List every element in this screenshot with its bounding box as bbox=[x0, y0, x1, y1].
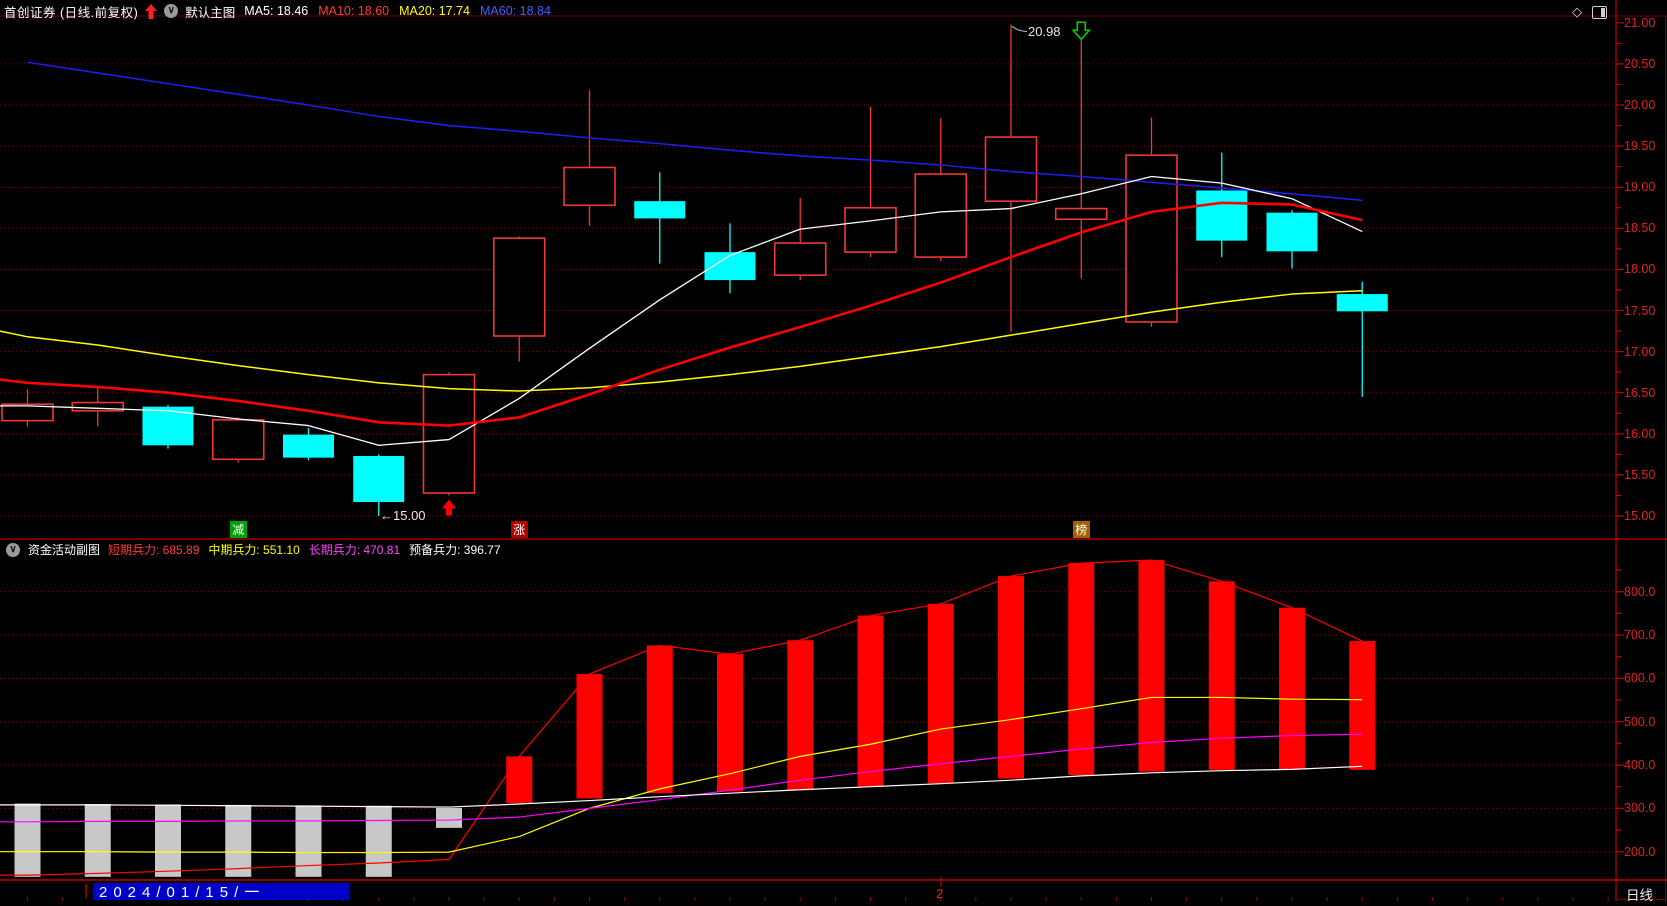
sub-chart-title: 资金活动副图 bbox=[28, 543, 101, 557]
fund-bar[interactable] bbox=[506, 756, 533, 804]
current-date: 2024/01/15/一 bbox=[99, 884, 266, 900]
month-marker-label: 2 bbox=[936, 886, 944, 901]
chevron-down-circle-icon[interactable]: ∨ bbox=[6, 542, 20, 557]
ma-legend-item: MA5: 18.46 bbox=[244, 4, 309, 18]
sub-metric: 中期兵力: 551.10 bbox=[208, 543, 300, 557]
sub-metric: 短期兵力: 685.89 bbox=[108, 543, 200, 557]
sub-line-mid bbox=[0, 696, 1363, 854]
fund-bar[interactable] bbox=[998, 576, 1024, 779]
sub-chart-header: ∨ 资金活动副图 短期兵力: 685.89 中期兵力: 551.10 长期兵力: 4… bbox=[6, 541, 501, 558]
fund-bar[interactable] bbox=[1349, 641, 1376, 770]
main-chart-header: 首创证券 (日线.前复权) ∨ 默认主图 MA5: 18.46 MA10: 18.… bbox=[4, 2, 551, 20]
fund-bar[interactable] bbox=[1208, 581, 1235, 770]
fund-bar[interactable] bbox=[717, 654, 743, 792]
ma-legend-item: MA10: 18.60 bbox=[318, 4, 390, 18]
fund-bar[interactable] bbox=[1138, 560, 1165, 772]
diamond-icon[interactable]: ◇ bbox=[1572, 4, 1582, 19]
ma-line-ma5 bbox=[0, 175, 1363, 446]
candle-body[interactable] bbox=[563, 166, 616, 207]
fund-bar[interactable] bbox=[927, 603, 954, 784]
value-axis-label: 200.0 bbox=[1624, 844, 1656, 859]
low-price-annotation: ←15.00 bbox=[380, 508, 426, 523]
candle-body[interactable] bbox=[914, 173, 968, 258]
price-axis-label: 16.50 bbox=[1624, 385, 1656, 400]
candle-body[interactable] bbox=[283, 434, 334, 458]
price-axis-label: 16.00 bbox=[1624, 426, 1656, 441]
sub-metric: 预备兵力: 396.77 bbox=[409, 543, 501, 557]
value-axis-label: 300.0 bbox=[1624, 801, 1656, 816]
date-selector[interactable]: 2024/01/15/一 bbox=[93, 883, 349, 900]
candle-body[interactable] bbox=[634, 201, 686, 219]
sub-chart-metrics: 短期兵力: 685.89 中期兵力: 551.10 长期兵力: 470.81 预备兵力… bbox=[108, 541, 501, 558]
fund-bar[interactable] bbox=[84, 804, 111, 877]
price-axis-label: 19.00 bbox=[1624, 180, 1656, 195]
fund-bar[interactable] bbox=[436, 807, 462, 828]
window-tools: ◇ bbox=[1572, 4, 1607, 20]
price-axis-label: 15.00 bbox=[1624, 509, 1656, 523]
candle-body[interactable] bbox=[1196, 190, 1248, 241]
ma-line-ma60 bbox=[27, 61, 1363, 202]
price-axis-label: 20.50 bbox=[1624, 56, 1656, 71]
candle-body[interactable] bbox=[1336, 294, 1388, 312]
candle-body[interactable] bbox=[1, 403, 54, 422]
fund-bar[interactable] bbox=[857, 615, 884, 787]
period-label[interactable]: 日线 bbox=[1626, 888, 1653, 903]
fund-bar[interactable] bbox=[155, 804, 181, 877]
price-axis-label: 15.50 bbox=[1624, 467, 1656, 482]
candle-body[interactable] bbox=[773, 242, 827, 276]
sub-line-short bbox=[0, 559, 1363, 876]
price-axis-label: 20.00 bbox=[1624, 98, 1656, 112]
fund-bar[interactable] bbox=[1068, 563, 1095, 776]
candle-body[interactable] bbox=[1054, 207, 1108, 221]
fund-bar[interactable] bbox=[1279, 607, 1305, 770]
value-axis-label: 800.0 bbox=[1624, 584, 1656, 599]
event-tag[interactable]: 涨 bbox=[510, 521, 528, 538]
candle-body[interactable] bbox=[492, 237, 546, 337]
sub-metric: 长期兵力: 470.81 bbox=[308, 543, 401, 557]
trend-up-arrow-icon bbox=[145, 3, 158, 19]
candle-body[interactable] bbox=[422, 373, 476, 494]
candle-body[interactable] bbox=[844, 206, 897, 253]
high-price-annotation: 20.98 bbox=[1028, 24, 1061, 39]
price-axis-label: 21.00 bbox=[1624, 15, 1656, 30]
value-axis-label: 700.0 bbox=[1624, 628, 1656, 643]
fund-bar[interactable] bbox=[225, 804, 252, 877]
stock-title: 首创证券 (日线.前复权) bbox=[4, 5, 139, 20]
panel-layout-icon[interactable] bbox=[1592, 5, 1607, 19]
candle-body[interactable] bbox=[1266, 212, 1318, 252]
price-axis-label: 19.50 bbox=[1624, 139, 1656, 154]
fund-bar[interactable] bbox=[14, 803, 41, 877]
price-axis-label: 18.00 bbox=[1624, 262, 1656, 277]
value-axis-label: 600.0 bbox=[1624, 671, 1656, 686]
candle-body[interactable] bbox=[71, 401, 125, 412]
overlay-indicator-label: 默认主图 bbox=[185, 5, 236, 20]
fund-bar[interactable] bbox=[787, 640, 814, 791]
price-axis-label: 18.50 bbox=[1624, 221, 1656, 236]
fund-bar[interactable] bbox=[365, 805, 392, 877]
event-tag[interactable]: 榜 bbox=[1072, 521, 1090, 538]
ma-legend-item: MA20: 17.74 bbox=[399, 4, 471, 18]
fund-bar[interactable] bbox=[576, 674, 603, 799]
sell-down-arrow-marker bbox=[1071, 21, 1092, 41]
price-axis-label: 17.00 bbox=[1624, 344, 1656, 359]
value-axis-label: 400.0 bbox=[1624, 758, 1656, 773]
value-axis-label: 500.0 bbox=[1624, 714, 1656, 729]
chevron-down-circle-icon[interactable]: ∨ bbox=[164, 4, 179, 18]
high-annotation-leader bbox=[1011, 26, 1028, 32]
price-axis-label: 17.50 bbox=[1624, 303, 1656, 318]
fund-bar[interactable] bbox=[646, 645, 673, 794]
ma-line-ma20 bbox=[0, 290, 1363, 392]
sub-line-long bbox=[0, 733, 1363, 823]
ma-line-ma10 bbox=[0, 201, 1363, 427]
candle-body[interactable] bbox=[353, 455, 405, 503]
sub-line-reserve bbox=[0, 765, 1363, 808]
ma-legend-item: MA60: 18.84 bbox=[480, 4, 551, 18]
buy-up-arrow-marker bbox=[442, 499, 456, 516]
ma-legend: MA5: 18.46 MA10: 18.60 MA20: 17.74 MA60: 18… bbox=[242, 4, 551, 18]
candle-body[interactable] bbox=[211, 419, 265, 461]
event-tag[interactable]: 减 bbox=[229, 521, 247, 538]
